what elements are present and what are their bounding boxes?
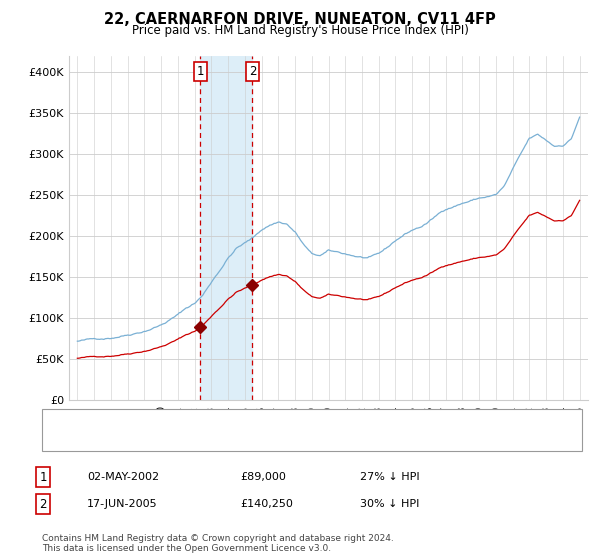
Text: ─────: ─────: [48, 409, 82, 419]
Text: 02-MAY-2002: 02-MAY-2002: [87, 472, 159, 482]
Text: 2: 2: [249, 64, 256, 78]
Text: 1: 1: [40, 470, 47, 484]
Text: £89,000: £89,000: [240, 472, 286, 482]
Text: 17-JUN-2005: 17-JUN-2005: [87, 499, 158, 509]
Text: 22, CAERNARFON DRIVE, NUNEATON, CV11 4FP (detached house): 22, CAERNARFON DRIVE, NUNEATON, CV11 4FP…: [81, 409, 424, 419]
Text: Contains HM Land Registry data © Crown copyright and database right 2024.
This d: Contains HM Land Registry data © Crown c…: [42, 534, 394, 553]
Text: £140,250: £140,250: [240, 499, 293, 509]
Text: 27% ↓ HPI: 27% ↓ HPI: [360, 472, 419, 482]
Text: ─────: ─────: [48, 433, 82, 444]
Text: 30% ↓ HPI: 30% ↓ HPI: [360, 499, 419, 509]
Text: 2: 2: [40, 497, 47, 511]
Text: HPI: Average price, detached house, Nuneaton and Bedworth: HPI: Average price, detached house, Nune…: [81, 433, 401, 444]
Text: Price paid vs. HM Land Registry's House Price Index (HPI): Price paid vs. HM Land Registry's House …: [131, 24, 469, 36]
Text: 1: 1: [197, 64, 204, 78]
Text: 22, CAERNARFON DRIVE, NUNEATON, CV11 4FP: 22, CAERNARFON DRIVE, NUNEATON, CV11 4FP: [104, 12, 496, 27]
Bar: [200, 56, 253, 400]
